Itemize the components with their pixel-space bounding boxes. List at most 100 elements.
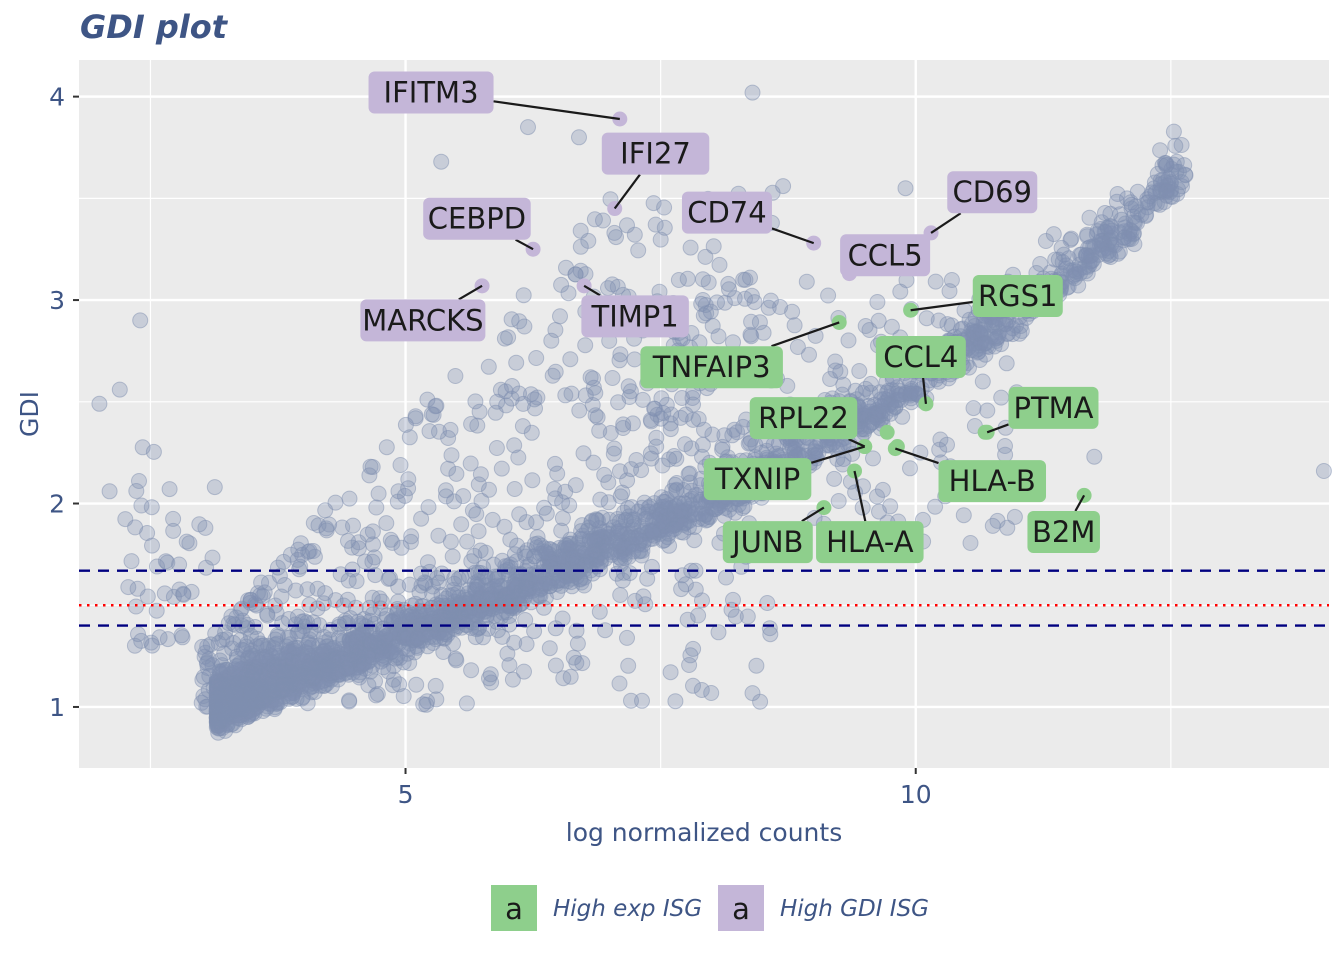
gene-label: CD69 xyxy=(953,175,1032,209)
gene-point xyxy=(572,222,589,239)
gene-label: RPL22 xyxy=(758,401,849,435)
gene-point xyxy=(681,465,698,482)
gene-point xyxy=(977,346,994,363)
gene-point xyxy=(677,436,693,453)
gene-point xyxy=(384,643,401,660)
gene-point xyxy=(686,532,703,549)
gene-point xyxy=(614,572,631,589)
gene-point xyxy=(620,378,637,395)
gene-point xyxy=(744,84,761,101)
gene-point xyxy=(787,441,803,458)
gene-point xyxy=(425,406,442,423)
gene-point xyxy=(673,581,690,598)
gene-point xyxy=(463,662,480,679)
gene-point xyxy=(610,394,627,411)
gene-point xyxy=(541,640,558,657)
gene-point xyxy=(820,287,837,304)
gene-point xyxy=(611,675,628,692)
gene-point xyxy=(458,695,475,712)
gene-point xyxy=(430,527,447,544)
gene-point xyxy=(506,600,523,617)
gene-point xyxy=(461,594,478,611)
y-tick-label: 1 xyxy=(49,693,65,722)
gene-point xyxy=(697,248,714,265)
gene-point xyxy=(941,283,958,300)
gene-point xyxy=(694,436,711,453)
gene-point xyxy=(144,637,161,654)
gene-point xyxy=(165,522,182,539)
gene-point xyxy=(197,519,214,536)
gene-point xyxy=(608,229,624,246)
gene-label: TXNIP xyxy=(714,462,800,496)
gene-point xyxy=(997,438,1013,454)
gene-point xyxy=(446,570,463,587)
gene-point xyxy=(612,587,629,603)
gene-point xyxy=(577,387,594,404)
gene-point xyxy=(667,693,684,710)
gene-point xyxy=(526,536,543,553)
gene-point xyxy=(574,655,591,672)
gene-point xyxy=(341,693,358,710)
gene-point xyxy=(345,517,361,534)
gene-point xyxy=(370,485,387,502)
y-tick-labels: 1 2 3 4 xyxy=(49,83,65,722)
gene-point xyxy=(931,441,948,458)
gene-point xyxy=(998,355,1015,372)
gene-point xyxy=(571,402,588,419)
gene-point xyxy=(870,312,887,329)
gene-point xyxy=(442,604,459,621)
gene-point xyxy=(234,641,250,658)
gene-point xyxy=(143,499,160,516)
x-tick-label: 5 xyxy=(398,780,414,809)
gene-point xyxy=(1079,228,1096,245)
legend: a High exp ISG a High GDI ISG xyxy=(491,885,929,931)
gene-point xyxy=(772,299,789,315)
gene-point xyxy=(516,663,532,680)
gene-point xyxy=(869,294,886,310)
gene-point xyxy=(762,626,779,643)
gene-point xyxy=(547,322,564,338)
gene-point xyxy=(419,391,436,408)
gene-label: TIMP1 xyxy=(591,299,679,333)
legend-key-high-exp-glyph: a xyxy=(505,892,523,926)
legend-key-high-gdi-glyph: a xyxy=(732,892,750,926)
gene-point xyxy=(615,420,632,436)
gene-point xyxy=(194,638,211,655)
gene-point xyxy=(569,635,586,652)
gene-point xyxy=(415,598,432,615)
gene-point xyxy=(603,546,620,563)
gene-point xyxy=(661,537,678,554)
gene-point xyxy=(419,554,436,571)
gene-point xyxy=(299,695,316,712)
gene-point xyxy=(554,610,571,627)
gene-point xyxy=(120,579,137,596)
gene-point xyxy=(128,598,144,615)
y-axis-label: GDI xyxy=(15,391,44,437)
gene-point xyxy=(506,581,523,598)
gene-point xyxy=(840,332,857,349)
gene-point xyxy=(685,677,701,694)
gene-point xyxy=(341,490,358,507)
gene-point xyxy=(619,217,635,234)
gene-point xyxy=(585,370,601,387)
gene-point xyxy=(368,499,385,516)
y-tick-label: 3 xyxy=(49,286,65,315)
gene-point xyxy=(892,283,909,300)
gene-point xyxy=(523,424,540,441)
gene-point xyxy=(690,607,707,624)
gene-point xyxy=(500,329,517,346)
gene-point xyxy=(421,423,438,440)
gene-point xyxy=(372,600,389,617)
gene-point xyxy=(415,696,432,713)
gene-point xyxy=(626,351,643,368)
gene-point xyxy=(506,481,523,497)
gene-point xyxy=(654,457,671,474)
gene-point xyxy=(101,483,118,500)
gene-point xyxy=(111,381,128,398)
gene-point xyxy=(873,391,889,408)
gene-point xyxy=(560,285,577,302)
gene-point xyxy=(620,657,637,674)
gene-point xyxy=(1086,448,1103,465)
gene-point xyxy=(1157,155,1174,172)
gene-point xyxy=(206,479,223,496)
